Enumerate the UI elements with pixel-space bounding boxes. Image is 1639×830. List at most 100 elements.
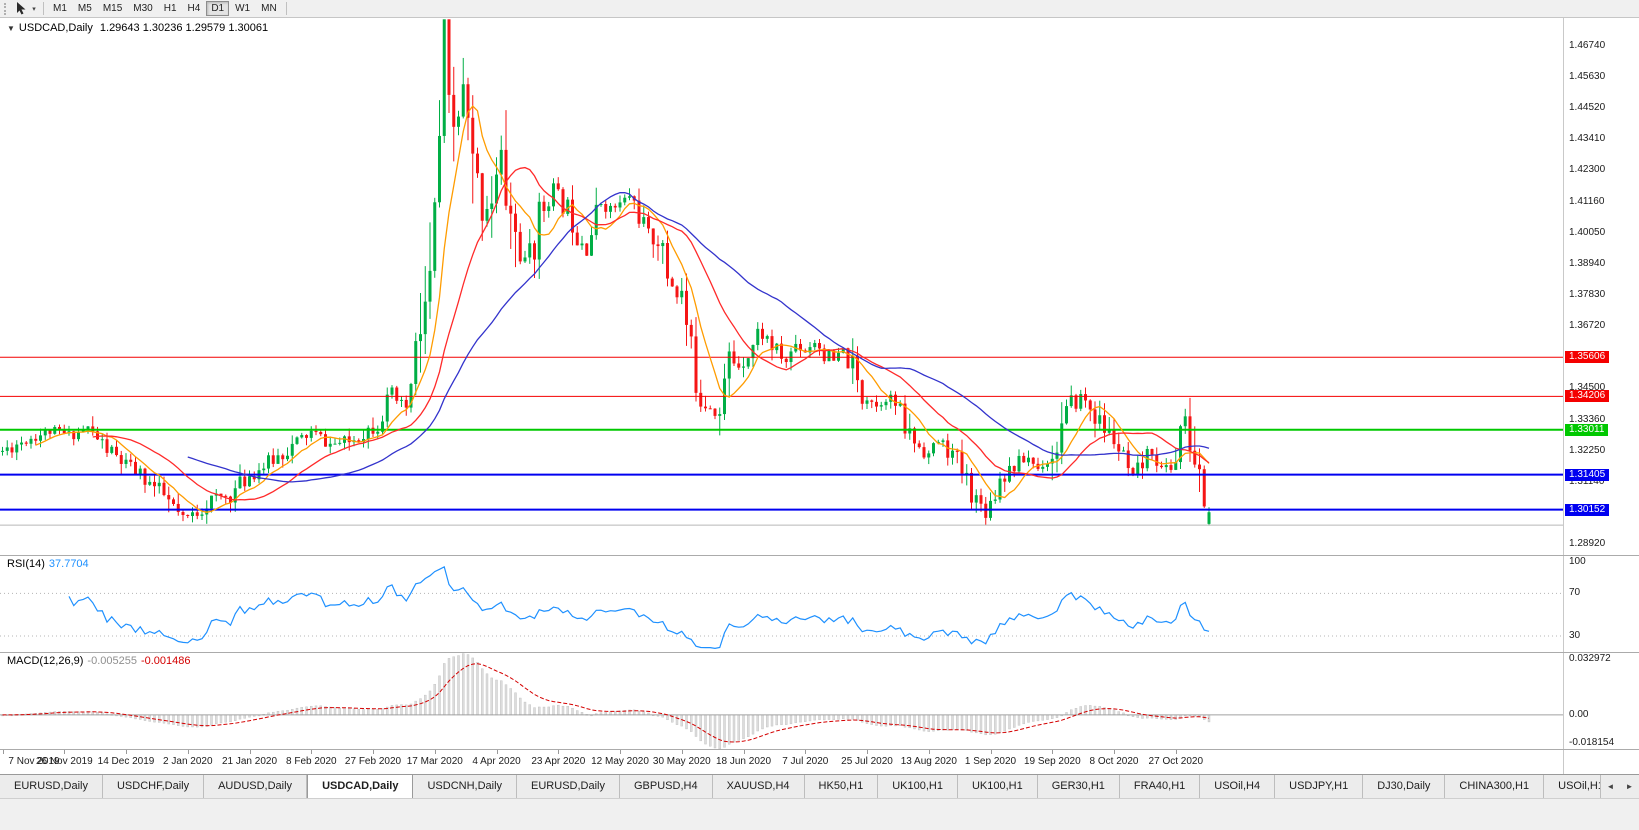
time-axis-label: 25 Jul 2020 — [841, 756, 893, 767]
time-axis-tick — [249, 750, 251, 754]
toolbar-separator — [43, 2, 44, 15]
price-axis-label: 1.42300 — [1569, 164, 1606, 176]
time-axis-label: 12 May 2020 — [591, 756, 649, 767]
price-axis-label: 1.31140 — [1569, 476, 1605, 487]
time-axis-label: 8 Oct 2020 — [1089, 756, 1139, 767]
time-axis-corner — [1563, 750, 1639, 774]
price-axis-label: 1.38940 — [1569, 258, 1606, 269]
tab-eurusd-daily[interactable]: EURUSD,Daily — [517, 775, 620, 798]
tab-scroll-left-icon[interactable]: ◄ — [1606, 782, 1615, 791]
ma-8-line — [35, 105, 1210, 513]
panel-splitter[interactable] — [0, 749, 1639, 750]
price-axis-label: 1.43410 — [1569, 133, 1606, 144]
macd-signal-line — [2, 663, 1210, 743]
time-axis-label: 19 Sep 2020 — [1023, 756, 1081, 767]
chart-header: ▼ USDCAD,Daily 1.29643 1.30236 1.29579 1.3… — [7, 22, 268, 34]
tab-usoil-h1[interactable]: USOil,H1 — [1544, 775, 1600, 798]
rsi-name: RSI(14) — [7, 558, 45, 570]
time-axis-label: 23 Apr 2020 — [531, 756, 586, 767]
price-level-badge: 1.33011 — [1565, 423, 1609, 436]
rsi-plot[interactable] — [0, 556, 1563, 652]
tab-usdcad-daily[interactable]: USDCAD,Daily — [307, 775, 414, 798]
price-axis[interactable]: 1.46740 1.45630 1.44520 1.43410 1.42300 1.411… — [1563, 18, 1639, 555]
time-axis-tick — [681, 750, 683, 754]
chart-window: ▼ USDCAD,Daily 1.29643 1.30236 1.29579 1.3… — [0, 18, 1639, 774]
macd-axis-label: 0.032972 — [1569, 653, 1611, 664]
time-axis[interactable]: 7 Nov 2019 26 Nov 2019 14 Dec 2019 2 Jan 20… — [0, 750, 1563, 774]
tab-xauusd-h4[interactable]: XAUUSD,H4 — [712, 775, 805, 798]
time-axis-label: 27 Feb 2020 — [344, 756, 402, 767]
toolbar-grip[interactable] — [4, 2, 9, 15]
hlines-layer — [0, 356, 1563, 526]
rsi-axis-label: 30 — [1569, 630, 1581, 641]
time-axis-label: 27 Oct 2020 — [1148, 756, 1204, 767]
time-axis-label: 7 Nov 2019 — [8, 756, 60, 767]
panel-splitter[interactable] — [0, 555, 1639, 556]
time-axis-tick — [805, 750, 807, 754]
macd-axis[interactable]: 0.032972 0.00 -0.018154 — [1563, 653, 1639, 749]
tab-hk50-h1[interactable]: HK50,H1 — [804, 775, 879, 798]
timeframe-button-h1[interactable]: H1 — [163, 3, 177, 14]
panel-splitter[interactable] — [0, 652, 1639, 653]
time-axis-label: 26 Nov 2019 — [35, 756, 93, 767]
rsi-line — [68, 566, 1210, 650]
chart-tabs: EURUSD,Daily USDCHF,Daily AUDUSD,Daily USDC… — [0, 775, 1600, 798]
timeframe-button-w1[interactable]: W1 — [235, 3, 251, 14]
time-axis-tick — [558, 750, 560, 754]
time-axis-label: 30 May 2020 — [652, 756, 711, 767]
rsi-axis[interactable]: 100 70 30 — [1563, 556, 1639, 652]
price-level-badge: 1.34206 — [1565, 390, 1610, 403]
timeframe-button-m5[interactable]: M5 — [77, 3, 92, 14]
macd-axis-label: 0.00 — [1569, 708, 1589, 720]
tab-scroll-right-icon[interactable]: ► — [1625, 782, 1634, 791]
time-axis-tick — [187, 750, 189, 754]
time-axis-label: 18 Jun 2020 — [715, 756, 772, 767]
price-level-badge: 1.31405 — [1565, 468, 1610, 481]
tab-usdchf-daily[interactable]: USDCHF,Daily — [102, 775, 205, 798]
cursor-tool-icon[interactable] — [13, 1, 29, 16]
macd-signal-value: -0.001486 — [140, 655, 191, 667]
status-bar — [0, 798, 1639, 830]
tab-uk100-h1[interactable]: UK100,H1 — [957, 775, 1038, 798]
price-level-badge: 1.35606 — [1565, 351, 1610, 364]
price-axis-label: 1.33360 — [1569, 414, 1606, 425]
chart-symbol-label: USDCAD,Daily — [18, 22, 93, 34]
time-axis-tick — [928, 750, 930, 754]
time-axis-tick — [64, 750, 66, 754]
price-axis-label: 1.41160 — [1569, 195, 1605, 207]
price-axis-label: 1.36720 — [1569, 320, 1606, 332]
timeframe-button-mn[interactable]: MN — [261, 3, 277, 14]
timeframe-button-h4[interactable]: H4 — [187, 3, 201, 14]
time-axis-label: 17 Mar 2020 — [406, 756, 463, 767]
symbol-dropdown-icon[interactable]: ▼ — [7, 24, 15, 33]
time-axis-tick — [867, 750, 868, 754]
tab-gbpusd-h4[interactable]: GBPUSD,H4 — [620, 775, 713, 798]
rsi-value: 37.7704 — [48, 558, 89, 570]
macd-plot[interactable] — [0, 653, 1563, 749]
tab-usoil-h4[interactable]: USOil,H4 — [1200, 775, 1276, 798]
time-axis-label: 4 Apr 2020 — [472, 756, 521, 767]
tab-usdcnh-daily[interactable]: USDCNH,Daily — [413, 775, 518, 798]
tab-ger30-h1[interactable]: GER30,H1 — [1037, 775, 1120, 798]
tab-eurusd-daily[interactable]: EURUSD,Daily — [0, 775, 103, 798]
toolbar-separator — [285, 2, 287, 15]
timeframe-button-m30[interactable]: M30 — [133, 3, 153, 14]
timeframe-button-m1[interactable]: M1 — [53, 3, 67, 14]
price-chart-plot[interactable] — [0, 18, 1563, 555]
tab-usdjpy-h1[interactable]: USDJPY,H1 — [1275, 775, 1364, 798]
tab-china300-h1[interactable]: CHINA300,H1 — [1445, 775, 1545, 798]
price-axis-label: 1.40050 — [1569, 227, 1606, 238]
price-axis-label: 1.37830 — [1569, 289, 1606, 300]
tab-audusd-daily[interactable]: AUDUSD,Daily — [204, 775, 308, 798]
timeframe-button-d1[interactable]: D1 — [206, 1, 230, 16]
macd-axis-label: -0.018154 — [1569, 737, 1615, 748]
tab-dj30-daily[interactable]: DJ30,Daily — [1363, 775, 1446, 798]
timeframe-button-m15[interactable]: M15 — [102, 3, 123, 14]
time-axis-tick — [1175, 750, 1177, 754]
tab-uk100-h1[interactable]: UK100,H1 — [878, 775, 958, 798]
time-axis-tick — [620, 750, 621, 754]
time-axis-tick — [2, 750, 4, 754]
chevron-down-icon[interactable]: ▾ — [32, 5, 36, 13]
tab-fra40-h1[interactable]: FRA40,H1 — [1119, 775, 1201, 798]
price-axis-label: 1.44520 — [1569, 102, 1606, 113]
